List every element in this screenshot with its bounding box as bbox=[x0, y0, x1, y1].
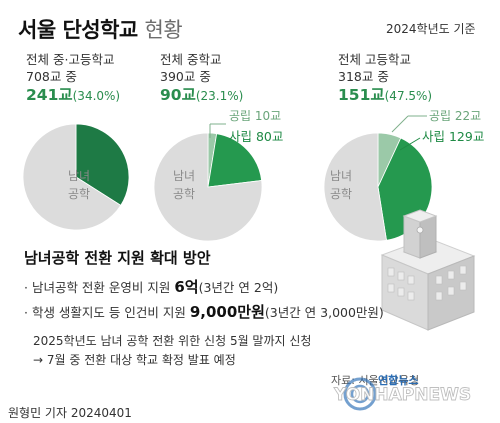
pie-high-coed-label-bottom: 공학 bbox=[330, 187, 352, 201]
group-all-header: 전체 중·고등학교 708교 중 241교(34.0%) bbox=[26, 51, 120, 107]
pie-2-slice-2 bbox=[323, 132, 387, 242]
pie-middle-schools bbox=[153, 132, 263, 242]
group-high-count: 151교 bbox=[338, 86, 385, 104]
school-building-icon bbox=[380, 209, 476, 331]
source-credit: 자료: 서울시교육청 bbox=[331, 374, 420, 387]
plan-title: 남녀공학 전환 지원 확대 방안 bbox=[24, 249, 211, 267]
group-all-pct: (34.0%) bbox=[72, 89, 121, 103]
plan-bullet-2: · 학생 생활지도 등 인건비 지원 9,000만원(3년간 연 3,000만원… bbox=[24, 301, 384, 322]
label-high-public: 공립 22교 bbox=[429, 109, 481, 123]
group-all-label: 전체 중·고등학교 bbox=[26, 52, 115, 67]
group-middle-header: 전체 중학교 390교 중 90교(23.1%) bbox=[160, 51, 243, 107]
plan-bullet-2-amount: 9,000만원 bbox=[189, 303, 265, 321]
group-middle-count: 90교 bbox=[160, 86, 196, 104]
group-high-label: 전체 고등학교 bbox=[338, 52, 411, 67]
pie-1-slice-1 bbox=[207, 133, 263, 188]
plan-bullet-2-text: · 학생 생활지도 등 인건비 지원 bbox=[24, 305, 190, 320]
group-high-total: 318교 중 bbox=[338, 69, 389, 84]
label-middle-public: 공립 10교 bbox=[229, 109, 281, 123]
pie-middle-coed-label-top: 남녀 bbox=[173, 169, 195, 183]
callout-high-private-line bbox=[399, 137, 421, 151]
plan-bullet-1-amount: 6억 bbox=[174, 278, 199, 296]
reporter-credit: 원형민 기자 20240401 bbox=[8, 406, 132, 420]
group-high-pct: (47.5%) bbox=[384, 89, 433, 103]
title-suffix: 현황 bbox=[144, 18, 183, 42]
pie-all-coed-label-bottom: 공학 bbox=[68, 187, 90, 201]
group-all-count: 241교 bbox=[26, 86, 73, 104]
pie-middle-coed-label-bottom: 공학 bbox=[173, 187, 195, 201]
label-middle-private: 사립 80교 bbox=[229, 129, 283, 144]
yonhap-logo-mark: 연합뉴스 YONHAPNEWS bbox=[333, 373, 472, 411]
group-middle-highlight: 90교(23.1%) bbox=[160, 85, 243, 107]
group-high-highlight: 151교(47.5%) bbox=[338, 85, 432, 107]
title-main-text: 서울 단성학교 bbox=[18, 18, 138, 42]
plan-bullet-1: · 남녀공학 전환 운영비 지원 6억(3년간 연 2억) bbox=[24, 276, 278, 297]
yonhap-logo: 연합뉴스 YONHAPNEWS bbox=[322, 370, 492, 414]
baseline-year: 2024학년도 기준 bbox=[386, 22, 476, 36]
pie-high-coed-label-top: 남녀 bbox=[330, 169, 352, 183]
plan-bullet-1-text: · 남녀공학 전환 운영비 지원 bbox=[24, 280, 175, 295]
plan-bullet-1-note: (3년간 연 2억) bbox=[198, 280, 279, 295]
label-high-private: 사립 129교 bbox=[422, 129, 484, 144]
plan-note-2: → 7월 중 전환 대상 학교 확정 발표 예정 bbox=[33, 353, 236, 367]
pie-all-schools bbox=[22, 123, 130, 231]
plan-bullet-2-note: (3년간 연 3,000만원) bbox=[264, 305, 384, 320]
group-middle-label: 전체 중학교 bbox=[160, 52, 222, 67]
page-title: 서울 단성학교 현황 bbox=[18, 14, 183, 44]
group-all-total: 708교 중 bbox=[26, 69, 77, 84]
logo-en-text: YONHAPNEWS bbox=[333, 385, 471, 405]
callout-high-public-line bbox=[391, 115, 409, 133]
pie-1-slice-2 bbox=[153, 132, 263, 242]
plan-note-1: 2025학년도 남녀 공학 전환 위한 신청 5월 말까지 신청 bbox=[33, 334, 312, 348]
group-all-highlight: 241교(34.0%) bbox=[26, 85, 120, 107]
logo-kr-text: 연합뉴스 bbox=[378, 373, 418, 387]
group-middle-total: 390교 중 bbox=[160, 69, 211, 84]
pie-all-coed-label-top: 남녀 bbox=[68, 169, 90, 183]
group-middle-pct: (23.1%) bbox=[195, 89, 244, 103]
pie-0-slice-1 bbox=[22, 123, 122, 231]
group-high-header: 전체 고등학교 318교 중 151교(47.5%) bbox=[338, 51, 432, 107]
